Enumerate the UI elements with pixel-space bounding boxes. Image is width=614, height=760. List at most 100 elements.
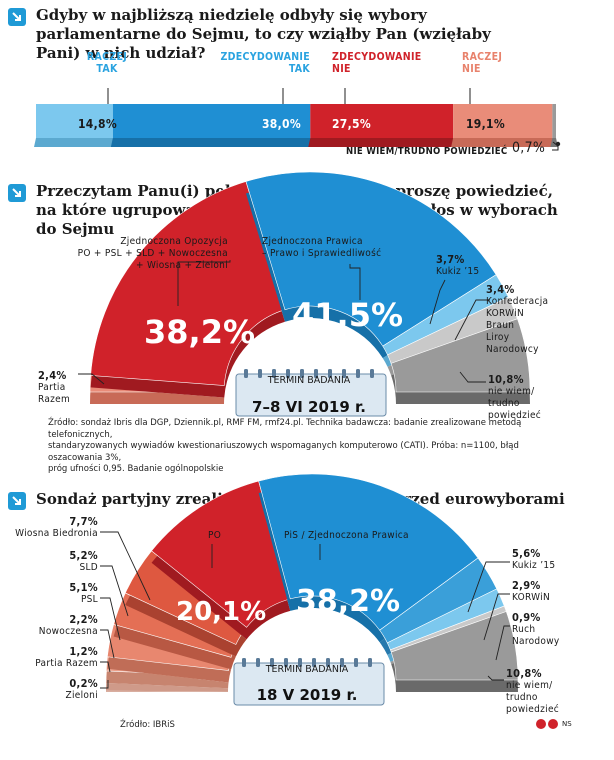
leader-line-other xyxy=(552,141,559,151)
label-sld: 5,2% SLD xyxy=(69,549,98,574)
termin-ring-5 xyxy=(314,369,318,378)
termin-ring-3-6 xyxy=(326,658,330,667)
value-raczej-nie: 19,1% xyxy=(466,117,505,131)
label-zdecydowanie-tak: ZDECYDOWANIE TAK xyxy=(220,51,310,75)
bar-base-2 xyxy=(308,138,456,147)
big-value-pis: 41,5% xyxy=(292,296,404,334)
termin-box-3 xyxy=(233,662,385,706)
s3-leader-10 xyxy=(495,625,510,661)
label-zieloni: 0,2% Zieloni xyxy=(65,677,98,702)
termin-ring-3-5 xyxy=(312,658,316,667)
copyright-icon xyxy=(536,719,546,729)
s2-leader-4 xyxy=(78,373,105,385)
s2-slice-2 xyxy=(245,171,497,347)
termin-ring-3-8 xyxy=(354,658,358,667)
arrow-icon xyxy=(8,8,26,26)
label-razem: 2,4% Partia Razem xyxy=(38,369,71,406)
label-kukiz-3: 5,6% Kukiz ’15 xyxy=(512,547,556,572)
big-value-po: 20,1% xyxy=(176,597,267,627)
big-value-ko: 38,2% xyxy=(144,313,256,351)
termin-ring-2 xyxy=(272,369,276,378)
s3-leader-1 xyxy=(100,565,129,617)
termin-caption-3: TERMIN BADANIA xyxy=(265,664,349,675)
s3-slice-shadow-0 xyxy=(106,690,229,692)
label-raczej-tak: RACZEJ TAK xyxy=(86,51,128,75)
label-pis: PiS / Zjednoczona Prawica xyxy=(284,530,409,541)
label-ruch-narodowy: 0,9% Ruch Narodowy xyxy=(512,611,560,648)
bar-base-1 xyxy=(110,138,313,147)
label-wiosna: 7,7% Wiosna Biedronia xyxy=(15,515,98,540)
s3-leader-4 xyxy=(100,661,111,673)
label-nie-wiem-2: 10,8% nie wiem/trudno powiedzieć xyxy=(488,373,542,422)
value-raczej-tak: 14,8% xyxy=(78,117,117,131)
section1-bar-chart xyxy=(34,88,561,151)
termin-ring-3-7 xyxy=(340,658,344,667)
termin-ring-8 xyxy=(356,369,360,378)
s3-leader-9 xyxy=(483,593,510,641)
big-value-pis-3: 38,2% xyxy=(296,584,401,619)
label-raczej-nie: RACZEJ NIE xyxy=(462,51,503,75)
p-icon xyxy=(548,719,558,729)
label-nowoczesna: 2,2% Nowoczesna xyxy=(38,613,98,638)
arrow-icon xyxy=(8,492,26,510)
label-psl: 5,1% PSL xyxy=(69,581,98,606)
s2-slice-1 xyxy=(90,181,286,386)
termin-ring-9 xyxy=(370,369,374,378)
leader-dot-other xyxy=(555,141,561,147)
bar-segment-4 xyxy=(552,104,556,138)
label-nie-wiem-3: 10,8% nie wiem/trudno powiedzieć xyxy=(506,667,560,716)
termin-caption: TERMIN BADANIA xyxy=(267,375,351,386)
arrow-icon xyxy=(8,184,26,202)
s2-leader-2 xyxy=(429,279,446,325)
bar-base-3 xyxy=(451,138,555,147)
bar-segment-1 xyxy=(112,104,311,138)
label-po: PO xyxy=(208,530,222,541)
s3-leader-5 xyxy=(100,680,109,689)
value-nie-wiem: 0,7% xyxy=(512,140,546,156)
termin-date-3: 18 V 2019 r. xyxy=(256,686,358,704)
termin-ring-1 xyxy=(258,369,262,378)
label-zjednoczona-prawica: Zjednoczona Prawica – Prawo i Sprawiedliw… xyxy=(262,236,382,259)
s3-slice-shadow-2 xyxy=(106,668,229,689)
s2-leader-1 xyxy=(349,264,361,300)
section1-title: Gdyby w najbliższą niedzielę odbyły się … xyxy=(36,6,491,62)
s3-leader-2 xyxy=(100,597,121,641)
section3-source: Źródło: IBRiS xyxy=(120,720,175,730)
section1-header: Gdyby w najbliższą niedzielę odbyły się … xyxy=(8,6,536,63)
termin-ring-3-2 xyxy=(270,658,274,667)
bar-segment-2 xyxy=(310,104,454,138)
bar-segment-0 xyxy=(36,104,113,138)
termin-ring-3-1 xyxy=(256,658,260,667)
s3-slice-shadow-1 xyxy=(106,682,229,692)
bar-base-0 xyxy=(34,138,115,147)
label-partia-razem: 1,2% Partia Razem xyxy=(35,645,98,670)
label-nie-wiem: NIE WIEM/TRUDNO POWIEDZIEĆ xyxy=(346,146,508,157)
value-zdecydowanie-nie: 27,5% xyxy=(332,117,371,131)
value-zdecydowanie-tak: 38,0% xyxy=(262,117,301,131)
section2-source: Źródło: sondaż Ibris dla DGP, Dziennik.p… xyxy=(48,418,522,474)
termin-ring-3-3 xyxy=(284,658,288,667)
s3-leader-3 xyxy=(100,629,115,659)
s3-slice-11 xyxy=(390,611,519,681)
s3-slice-7 xyxy=(258,473,479,631)
s2-leader-3 xyxy=(454,299,490,341)
termin-ring-3-9 xyxy=(368,658,372,667)
termin-ring-7 xyxy=(342,369,346,378)
termin-date: 7–8 VI 2019 r. xyxy=(252,398,366,416)
s2-slice-5 xyxy=(390,318,531,393)
s3-leader-0 xyxy=(100,531,151,601)
termin-ring-3 xyxy=(286,369,290,378)
termin-ring-6 xyxy=(328,369,332,378)
label-zjednoczona-opozycja: Zjednoczona Opozycja PO + PSL + SLD + Now… xyxy=(77,236,228,271)
s3-leader-8 xyxy=(467,561,510,613)
label-konfederacja: 3,4% Konfederacja KORWiN Braun Liroy Narodow… xyxy=(486,283,549,356)
s2-leader-5 xyxy=(459,371,486,383)
credit-logo: NS xyxy=(536,719,572,729)
termin-ring-0 xyxy=(244,369,248,378)
termin-box xyxy=(235,373,387,417)
label-zdecydowanie-nie: ZDECYDOWANIE NIE xyxy=(332,51,422,75)
label-korwin-3: 2,9% KORWiN xyxy=(512,579,550,604)
termin-ring-3-4 xyxy=(298,658,302,667)
